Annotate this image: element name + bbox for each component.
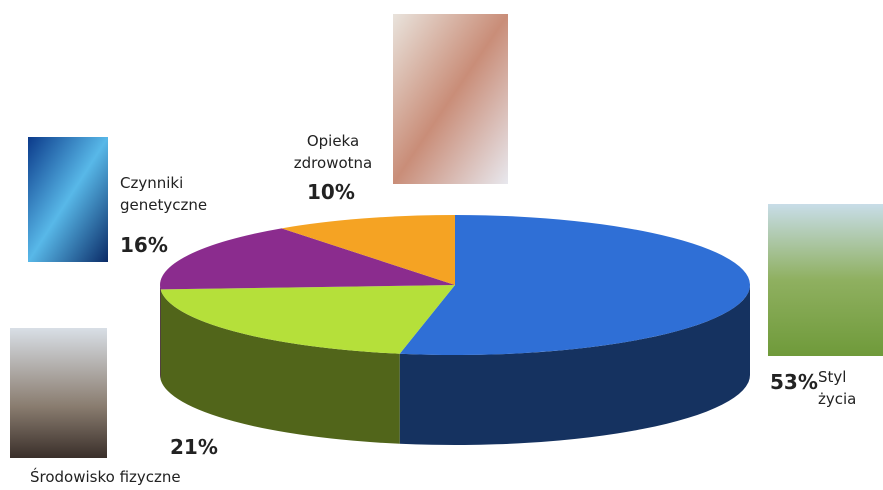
value-label: 16% bbox=[120, 233, 168, 257]
slice bbox=[160, 285, 456, 354]
slice bbox=[399, 214, 751, 355]
slice bbox=[281, 215, 455, 285]
value-label: 21% bbox=[170, 435, 218, 459]
photo bbox=[10, 328, 107, 458]
value-label: 53% bbox=[770, 370, 818, 394]
photo bbox=[28, 137, 108, 262]
slice-side bbox=[399, 285, 750, 445]
photo bbox=[393, 14, 508, 184]
slice-side bbox=[160, 285, 161, 380]
category-label: Środowisko fizyczne bbox=[30, 468, 181, 486]
photo bbox=[768, 204, 883, 356]
slice-side bbox=[160, 289, 400, 444]
category-label: Styl życia bbox=[818, 368, 857, 408]
slice bbox=[160, 228, 455, 290]
category-label: Opieka zdrowotna bbox=[293, 132, 373, 172]
category-label: Czynniki genetyczne bbox=[120, 174, 208, 214]
value-label: 10% bbox=[307, 180, 355, 204]
